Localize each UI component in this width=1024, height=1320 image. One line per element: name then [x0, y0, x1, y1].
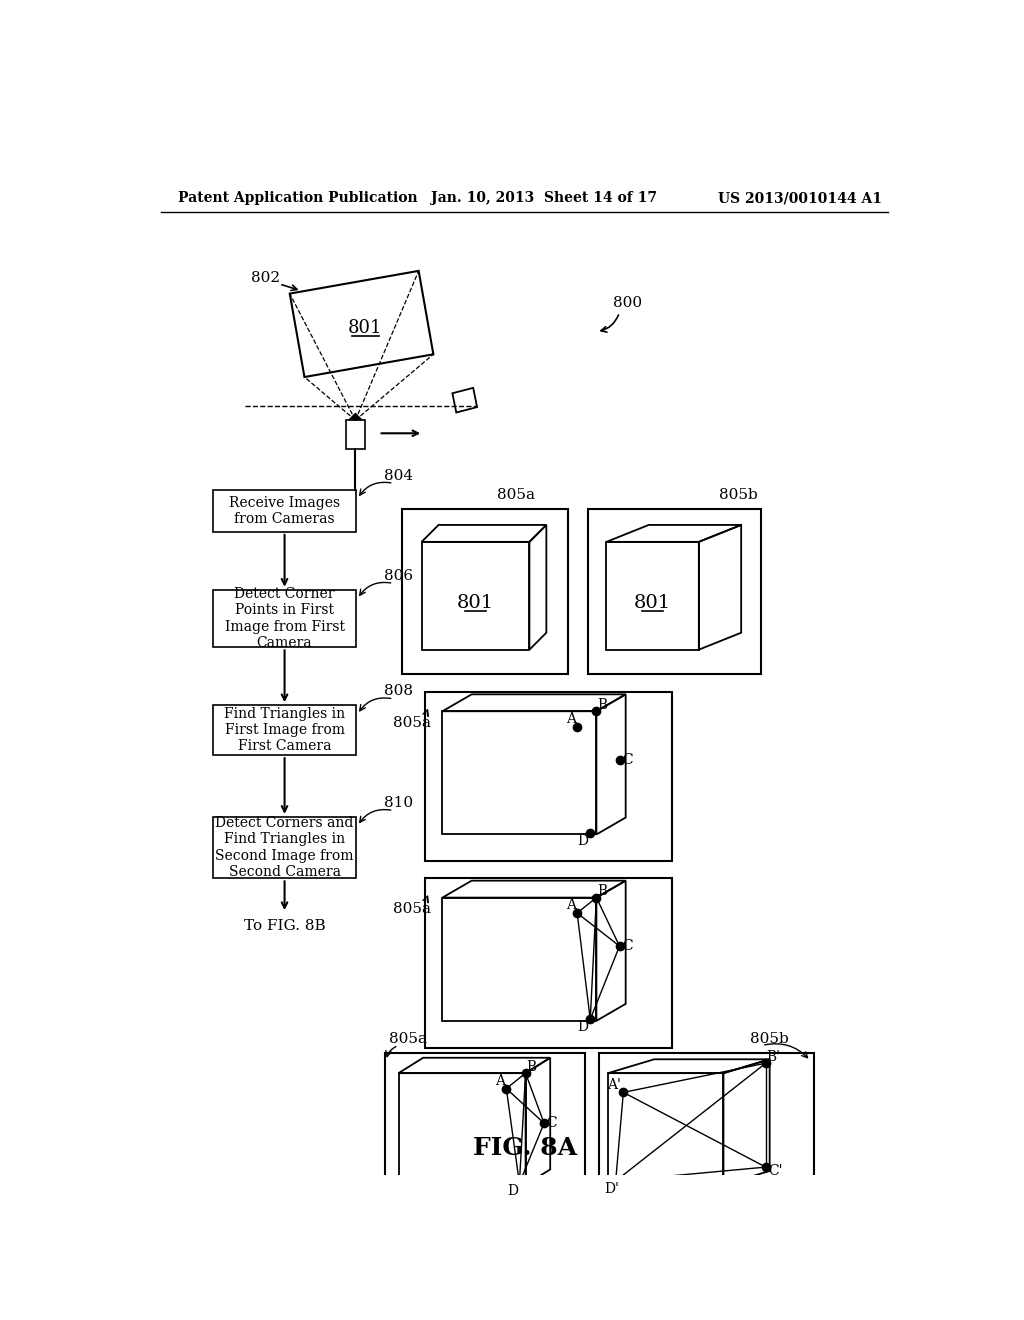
Text: B: B — [598, 698, 607, 711]
Text: 801: 801 — [457, 594, 495, 612]
Text: C': C' — [768, 1164, 782, 1177]
Text: D: D — [508, 1184, 519, 1199]
Text: 806: 806 — [384, 569, 413, 582]
Text: To FIG. 8B: To FIG. 8B — [244, 919, 326, 933]
Text: D: D — [578, 834, 588, 847]
Text: Find Triangles in
First Image from
First Camera: Find Triangles in First Image from First… — [224, 708, 345, 754]
Text: A: A — [496, 1074, 505, 1088]
Bar — [425, 692, 672, 862]
Bar — [425, 878, 672, 1048]
Text: 805a: 805a — [389, 1032, 427, 1047]
Bar — [213, 590, 355, 647]
Text: 801: 801 — [348, 319, 383, 337]
Text: US 2013/0010144 A1: US 2013/0010144 A1 — [719, 191, 883, 206]
Text: C: C — [547, 1117, 557, 1130]
Text: D': D' — [604, 1181, 620, 1196]
Text: 805b: 805b — [751, 1032, 790, 1047]
Text: D: D — [578, 1020, 588, 1034]
Polygon shape — [348, 412, 364, 420]
Text: 805b: 805b — [720, 488, 758, 502]
Text: 810: 810 — [384, 796, 413, 810]
Text: 808: 808 — [384, 684, 413, 698]
Text: C: C — [622, 752, 633, 767]
Bar — [402, 508, 568, 675]
Text: 805a: 805a — [393, 715, 431, 730]
Text: Detect Corners and
Find Triangles in
Second Image from
Second Camera: Detect Corners and Find Triangles in Sec… — [215, 816, 354, 879]
Bar — [599, 1053, 814, 1214]
Text: 802: 802 — [251, 271, 280, 285]
Text: 800: 800 — [612, 296, 642, 310]
Bar — [213, 490, 355, 532]
Text: A: A — [566, 711, 575, 726]
Bar — [588, 508, 761, 675]
Text: B': B' — [767, 1049, 780, 1064]
Text: FIG. 8A: FIG. 8A — [473, 1135, 577, 1160]
Text: C: C — [622, 939, 633, 953]
Text: B: B — [526, 1060, 537, 1074]
Text: 801: 801 — [634, 594, 671, 612]
Text: A': A' — [607, 1077, 622, 1092]
Bar — [213, 705, 355, 755]
Text: Jan. 10, 2013  Sheet 14 of 17: Jan. 10, 2013 Sheet 14 of 17 — [431, 191, 656, 206]
Text: Patent Application Publication: Patent Application Publication — [178, 191, 418, 206]
Text: 805a: 805a — [393, 902, 431, 916]
Bar — [346, 420, 365, 449]
Text: 805a: 805a — [497, 488, 535, 502]
Bar — [385, 1053, 585, 1214]
Bar — [213, 817, 355, 878]
Text: Receive Images
from Cameras: Receive Images from Cameras — [229, 495, 340, 525]
Text: A: A — [566, 899, 575, 912]
Text: B: B — [598, 884, 607, 899]
Text: Detect Corner
Points in First
Image from First
Camera: Detect Corner Points in First Image from… — [224, 587, 344, 649]
Text: 804: 804 — [384, 469, 413, 483]
